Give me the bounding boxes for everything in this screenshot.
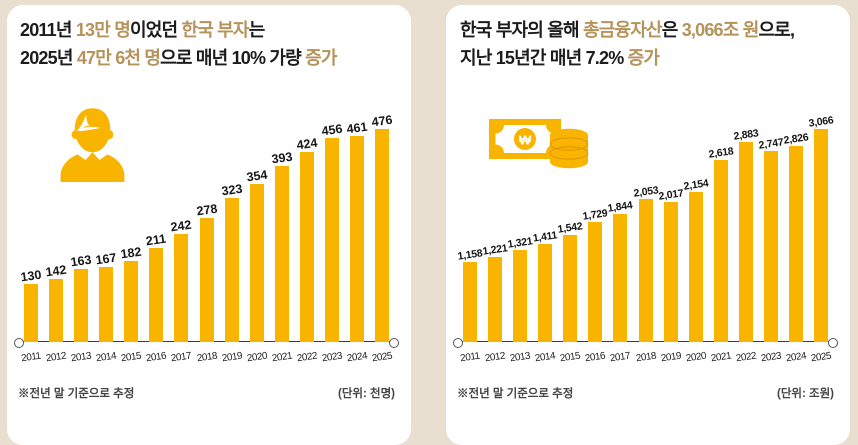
svg-text:₩: ₩	[519, 132, 532, 147]
